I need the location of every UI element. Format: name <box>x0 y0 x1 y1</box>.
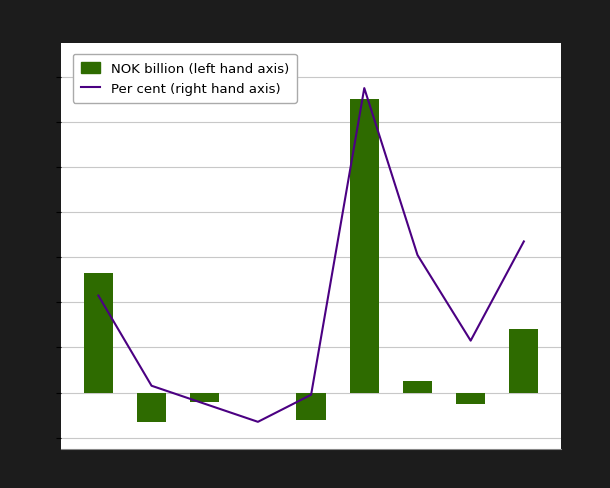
Bar <box>137 393 166 422</box>
Bar <box>350 100 379 393</box>
Bar <box>84 273 113 393</box>
Bar <box>509 330 539 393</box>
Bar <box>296 393 326 420</box>
Bar <box>190 393 220 402</box>
Legend: NOK billion (left hand axis), Per cent (right hand axis): NOK billion (left hand axis), Per cent (… <box>73 55 297 104</box>
Bar <box>456 393 486 404</box>
Bar <box>403 382 432 393</box>
